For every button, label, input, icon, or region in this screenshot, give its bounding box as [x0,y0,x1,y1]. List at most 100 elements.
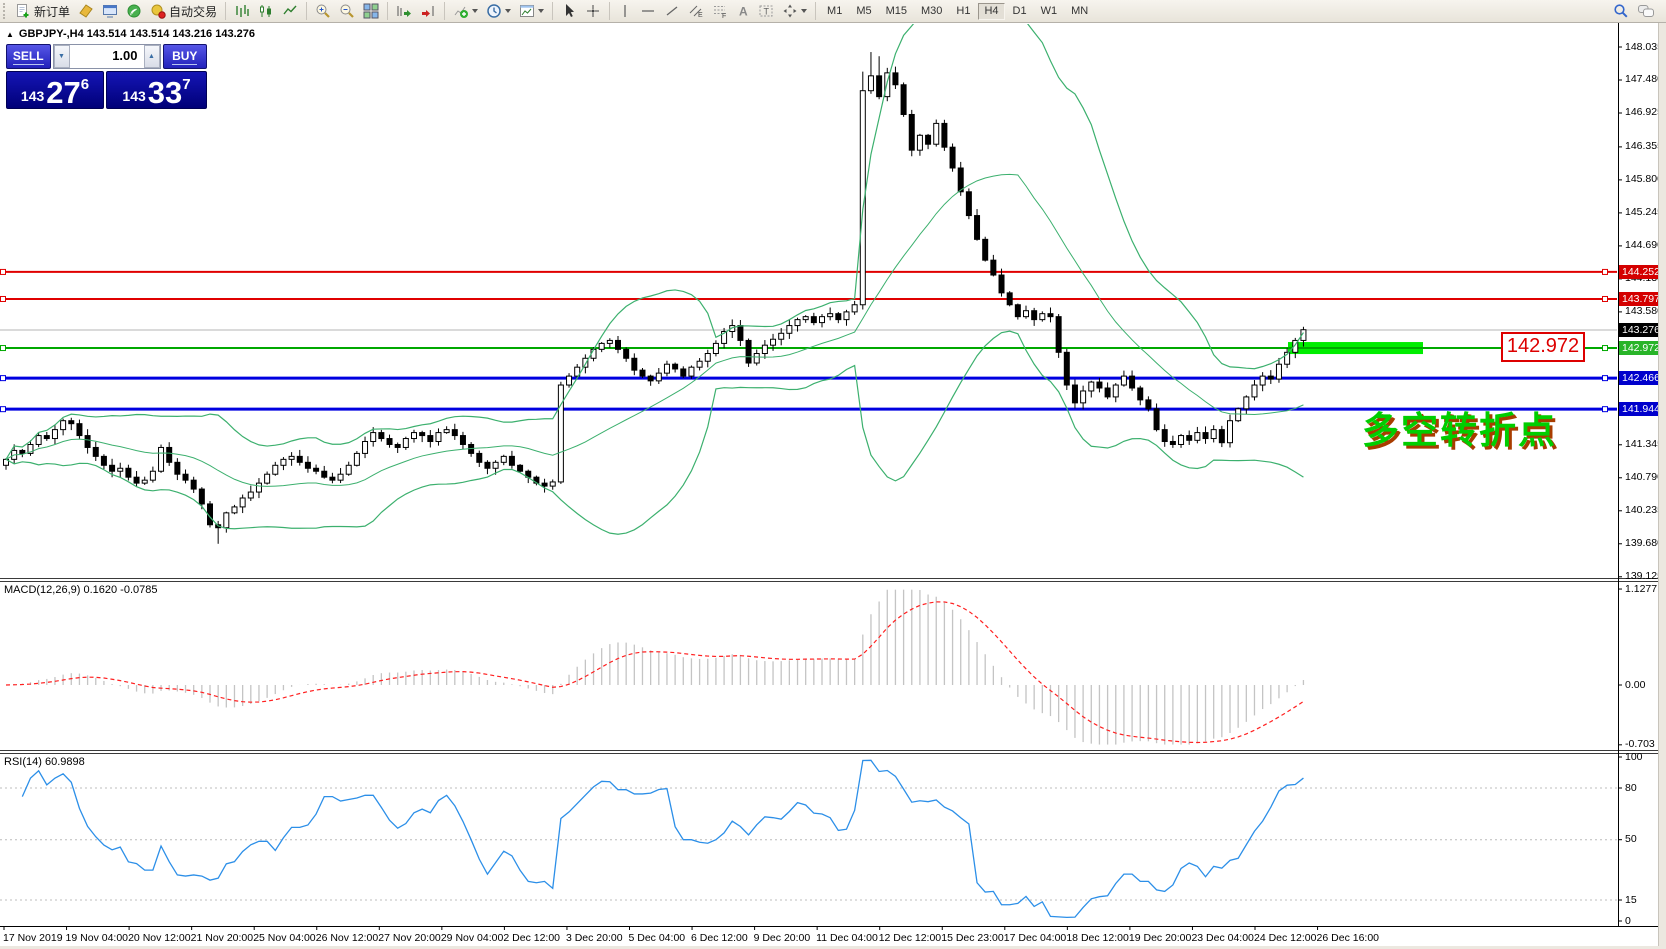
line-chart-icon [282,3,298,19]
toolbar-separator [552,2,554,20]
price-tick-label: 144.690 [1625,239,1663,252]
zoom-in-button[interactable] [312,1,334,21]
macd-panel [5,589,1305,745]
text-tool-button[interactable]: A [733,1,753,21]
timeframe-button-m30[interactable]: M30 [921,4,943,17]
volume-decrease-button[interactable]: ▼ [53,45,70,68]
toolbar: 新订单 自动交易 [0,0,1666,23]
cursor-tool-button[interactable] [558,1,580,21]
macd-axis-label: 1.1277 [1625,583,1658,595]
time-axis-label: 29 Nov 04:00 [440,932,504,944]
price-level-label: 142.466 [1619,371,1665,386]
templates-button[interactable] [516,1,547,21]
toolbar-separator [444,2,446,20]
channel-tool-button[interactable]: E [685,1,707,21]
cursor-icon [561,3,577,19]
rsi-label: RSI(14) 60.9898 [4,756,85,768]
search-button[interactable] [1610,1,1632,21]
auto-scroll-button[interactable] [393,1,415,21]
timeframe-button-m1[interactable]: M1 [827,4,843,17]
symbol-header: ▲ GBPJPY-,H4 143.514 143.514 143.216 143… [6,28,255,40]
time-axis-label: 21 Nov 20:00 [190,932,254,944]
chat-button[interactable] [1634,1,1658,21]
one-click-trading-panel: SELL ▼ 1.00 ▲ BUY 143 27 6 143 33 7 [6,44,207,109]
timeframe-button-m5[interactable]: M5 [856,4,872,17]
crosshair-tool-button[interactable] [582,1,604,21]
sell-button[interactable]: SELL [6,44,51,69]
price-tick-label: 140.235 [1625,504,1663,517]
price-tick-label: 148.035 [1625,40,1663,53]
time-axis-label: 6 Dec 12:00 [691,932,748,944]
timeframe-button-mn[interactable]: MN [1071,4,1089,17]
horizontal-line-tool-button[interactable] [637,1,659,21]
indicators-icon [453,3,469,19]
buy-button[interactable]: BUY [162,44,207,69]
chart-area[interactable]: 148.035 147.480 146.925 146.355 145.800 145.2… [0,23,1666,949]
templates-dropdown-caret[interactable] [538,9,545,13]
new-order-button[interactable]: 新订单 [12,1,73,21]
buy-price-display[interactable]: 143 33 7 [106,71,207,109]
timeframe-button-d1[interactable]: D1 [1012,4,1027,17]
vertical-line-tool-button[interactable] [615,1,635,21]
sell-price-pips: 27 [46,74,81,110]
periods-dropdown-caret[interactable] [505,9,512,13]
tile-windows-button[interactable] [360,1,382,21]
horizontal-line-icon [640,3,656,19]
time-axis-label: 24 Dec 12:00 [1254,932,1317,944]
svg-text:E: E [698,12,703,19]
styler-icon [78,3,94,19]
timeframe-button-w1[interactable]: W1 [1040,4,1058,17]
autotrading-label: 自动交易 [169,4,218,19]
search-icon [1613,3,1629,19]
fibonacci-tool-button[interactable]: F [709,1,731,21]
chinese-annotation: 多空转折点 [1362,410,1557,451]
price-level-label: 143.797 [1619,291,1665,306]
collapse-arrow-icon[interactable]: ▲ [6,29,14,39]
volume-input[interactable]: 1.00 [69,45,144,68]
autotrading-button[interactable]: 自动交易 [147,1,220,21]
arrows-tool-button[interactable] [779,1,810,21]
sell-price-point: 6 [80,76,90,93]
rsi-axis-label: 0 [1625,914,1631,927]
zoom-out-button[interactable] [336,1,358,21]
rsi-axis-label: 80 [1625,781,1637,794]
time-axis-label: 26 Dec 16:00 [1316,932,1380,944]
line-chart-button[interactable] [279,1,301,21]
chart-shift-button[interactable] [417,1,439,21]
arrows-icon [782,3,798,19]
time-axis-label: 19 Dec 20:00 [1128,932,1192,944]
timeframe-button-h1[interactable]: H1 [956,4,971,17]
new-order-label: 新订单 [34,4,71,19]
periods-button[interactable] [483,1,514,21]
signals-icon [126,3,142,19]
terminal-button[interactable] [99,1,121,21]
chart-canvas[interactable] [0,23,1666,949]
price-tick-label: 141.345 [1625,438,1663,451]
macd-label: MACD(12,26,9) 0.1620 -0.0785 [4,584,158,596]
timeframe-button-m15[interactable]: M15 [885,4,907,17]
chat-icon [1637,3,1655,19]
price-callout-box[interactable]: 142.972 [1501,332,1585,362]
bar-chart-button[interactable] [231,1,253,21]
sell-price-display[interactable]: 143 27 6 [6,71,105,110]
bollinger-lower [5,330,1304,535]
indicators-dropdown-caret[interactable] [472,9,479,13]
text-label-tool-button[interactable]: T [755,1,777,21]
volume-increase-button[interactable]: ▲ [143,45,160,68]
arrows-dropdown-caret[interactable] [801,9,808,13]
autotrading-icon [150,3,166,19]
buy-price-pips: 33 [147,74,183,110]
toolbar-separator [387,2,389,20]
rsi-axis-label: 50 [1625,833,1637,846]
crosshair-icon [585,3,601,19]
timeframe-button-h4[interactable]: H4 [978,2,1005,20]
trendline-tool-button[interactable] [661,1,683,21]
time-axis-label: 12 Dec 12:00 [878,932,942,944]
indicators-button[interactable] [450,1,481,21]
styler-button[interactable] [75,1,97,21]
signals-button[interactable] [123,1,145,21]
candle-chart-button[interactable] [255,1,277,21]
new-order-icon [15,3,31,19]
time-axis-label: 15 Dec 23:00 [941,932,1004,944]
toolbar-separator [815,2,817,20]
